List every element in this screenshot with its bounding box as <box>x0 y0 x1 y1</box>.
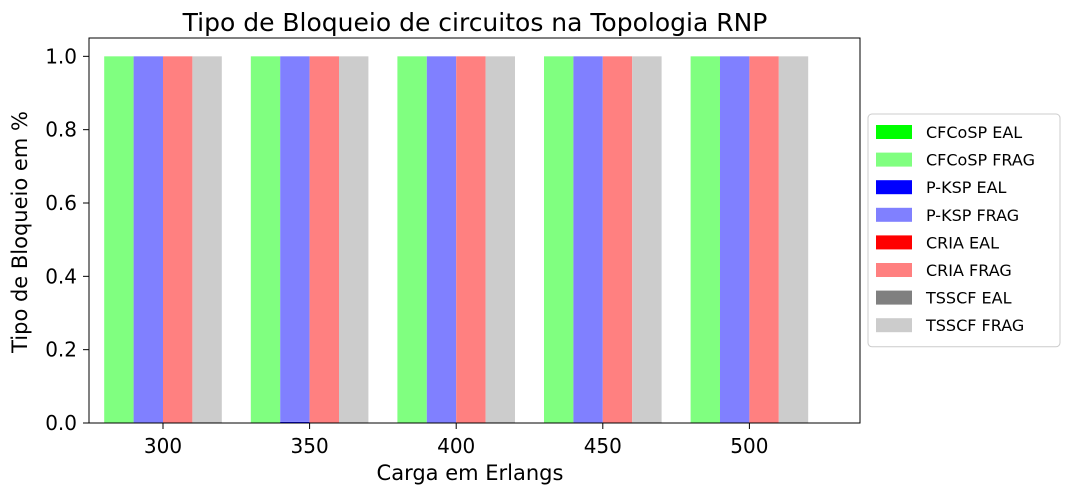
legend-box <box>867 113 1061 348</box>
legend-swatch <box>876 207 912 222</box>
bar-cfcosp-frag-350 <box>250 56 281 423</box>
y-tick-label: 0.4 <box>45 264 77 288</box>
bar-cfcosp-frag-500 <box>690 56 720 423</box>
y-tick-label: 1.0 <box>45 44 77 68</box>
bar-p-ksp-frag-300 <box>133 56 163 423</box>
y-tick-label: 0.6 <box>45 191 77 215</box>
bar-p-ksp-frag-400 <box>426 56 457 423</box>
legend-label: TSSCF FRAG <box>925 316 1024 335</box>
bar-tsscf-frag-400 <box>485 56 515 423</box>
legend-label: P-KSP FRAG <box>926 206 1019 225</box>
bar-cfcosp-frag-300 <box>104 56 134 423</box>
legend-swatch <box>876 152 912 167</box>
legend-label: CFCoSP FRAG <box>926 151 1035 170</box>
legend-swatch <box>876 290 912 305</box>
legend-swatch <box>876 235 912 250</box>
x-tick-label: 350 <box>291 434 329 458</box>
bar-p-ksp-frag-500 <box>720 56 750 423</box>
bar-cfcosp-frag-450 <box>544 56 574 423</box>
bar-p-ksp-frag-350 <box>280 56 310 422</box>
x-tick-label: 450 <box>584 434 622 458</box>
bar-p-ksp-frag-450 <box>573 56 603 423</box>
y-tick-label: 0.2 <box>45 338 77 362</box>
x-axis-label: Carga em Erlangs <box>377 461 564 485</box>
legend: CFCoSP EAL CFCoSP FRAG P-KSP EAL P-KSP FRAG… <box>867 113 1061 348</box>
plot-frame <box>88 37 861 424</box>
legend-label: P-KSP EAL <box>926 178 1007 197</box>
x-tick-label: 500 <box>730 434 768 458</box>
legend-swatch <box>876 318 912 333</box>
bar-tsscf-frag-450 <box>632 56 662 423</box>
legend-swatch <box>876 125 912 139</box>
x-tick-label: 400 <box>437 434 475 458</box>
x-tick-label: 300 <box>144 434 182 458</box>
bar-p-ksp-eal-350 <box>280 421 310 423</box>
legend-swatch <box>876 180 912 195</box>
bar-tsscf-frag-350 <box>339 56 369 423</box>
y-tick-label: 0.0 <box>45 411 77 435</box>
legend-label: TSSCF EAL <box>925 289 1012 308</box>
plot-area: 0.0 0.2 0.4 0.6 0.8 1.0 300 350 400 450 500 <box>45 37 861 458</box>
bar-cria-frag-400 <box>456 56 486 423</box>
bar-tsscf-frag-500 <box>778 56 809 423</box>
bar-cfcosp-frag-400 <box>397 56 427 423</box>
bar-cria-frag-450 <box>602 56 633 423</box>
bar-cria-frag-300 <box>163 56 193 423</box>
legend-label: CFCoSP EAL <box>926 123 1022 142</box>
bar-cria-frag-350 <box>309 56 339 423</box>
y-tick-label: 0.8 <box>45 118 77 142</box>
legend-label: CRIA FRAG <box>926 261 1012 280</box>
y-axis-label: Tipo de Bloqueio em % <box>8 111 32 354</box>
bar-cria-frag-500 <box>749 56 779 423</box>
legend-swatch <box>876 263 912 277</box>
legend-label: CRIA EAL <box>926 233 999 252</box>
chart-title: Tipo de Bloqueio de circuitos na Topolog… <box>182 8 768 37</box>
bar-tsscf-frag-300 <box>192 56 222 423</box>
